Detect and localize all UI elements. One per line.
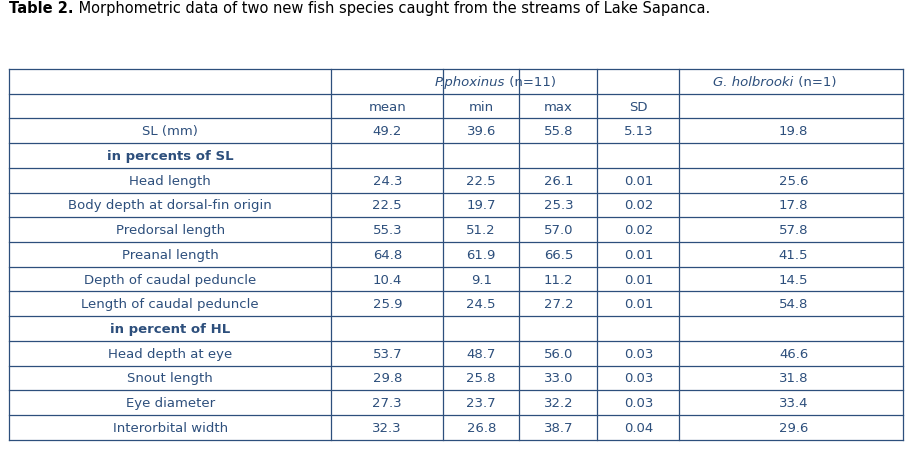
- Text: 64.8: 64.8: [372, 249, 402, 261]
- Text: SL (mm): SL (mm): [143, 125, 198, 138]
- Text: 0.04: 0.04: [624, 421, 653, 434]
- Text: 57.0: 57.0: [544, 224, 573, 237]
- Text: 10.4: 10.4: [372, 273, 402, 286]
- Text: 0.01: 0.01: [624, 273, 653, 286]
- Text: (n=1): (n=1): [794, 76, 836, 89]
- Text: max: max: [544, 101, 573, 113]
- Text: 32.2: 32.2: [544, 396, 573, 409]
- Text: 0.02: 0.02: [624, 224, 653, 237]
- Text: 19.7: 19.7: [467, 199, 496, 212]
- Text: Head length: Head length: [129, 175, 212, 187]
- Text: 51.2: 51.2: [467, 224, 496, 237]
- Text: 0.02: 0.02: [624, 199, 653, 212]
- Text: SD: SD: [629, 101, 647, 113]
- Text: min: min: [469, 101, 494, 113]
- Text: 11.2: 11.2: [544, 273, 573, 286]
- Text: 14.5: 14.5: [779, 273, 808, 286]
- Text: Morphometric data of two new fish species caught from the streams of Lake Sapanc: Morphometric data of two new fish specie…: [74, 1, 711, 16]
- Text: Interorbital width: Interorbital width: [113, 421, 228, 434]
- Text: 29.6: 29.6: [779, 421, 808, 434]
- Text: 53.7: 53.7: [372, 347, 402, 360]
- Text: 0.01: 0.01: [624, 298, 653, 311]
- Text: 5.13: 5.13: [624, 125, 653, 138]
- Text: 24.3: 24.3: [372, 175, 402, 187]
- Text: Table 2.: Table 2.: [9, 1, 74, 16]
- Text: G. holbrooki: G. holbrooki: [714, 76, 794, 89]
- Text: 55.3: 55.3: [372, 224, 402, 237]
- Text: 22.5: 22.5: [467, 175, 496, 187]
- Text: 33.4: 33.4: [779, 396, 808, 409]
- Text: 19.8: 19.8: [779, 125, 808, 138]
- Text: Body depth at dorsal-fin origin: Body depth at dorsal-fin origin: [68, 199, 272, 212]
- Text: 0.01: 0.01: [624, 249, 653, 261]
- Text: 55.8: 55.8: [544, 125, 573, 138]
- Text: in percents of SL: in percents of SL: [107, 150, 233, 163]
- Text: 24.5: 24.5: [467, 298, 496, 311]
- Text: 25.9: 25.9: [372, 298, 402, 311]
- Text: 39.6: 39.6: [467, 125, 496, 138]
- Text: 46.6: 46.6: [779, 347, 808, 360]
- Text: Eye diameter: Eye diameter: [125, 396, 215, 409]
- Text: (n=11): (n=11): [506, 76, 557, 89]
- Text: 54.8: 54.8: [779, 298, 808, 311]
- Text: in percent of HL: in percent of HL: [110, 322, 231, 335]
- Text: P.phoxinus: P.phoxinus: [435, 76, 506, 89]
- Text: Preanal length: Preanal length: [122, 249, 219, 261]
- Text: 0.03: 0.03: [624, 372, 653, 385]
- Text: 0.01: 0.01: [624, 175, 653, 187]
- Text: 49.2: 49.2: [372, 125, 402, 138]
- Text: 38.7: 38.7: [544, 421, 573, 434]
- Text: 26.8: 26.8: [467, 421, 496, 434]
- Text: Head depth at eye: Head depth at eye: [108, 347, 232, 360]
- Text: 48.7: 48.7: [467, 347, 496, 360]
- Text: mean: mean: [369, 101, 406, 113]
- Text: 17.8: 17.8: [779, 199, 808, 212]
- Text: 25.6: 25.6: [779, 175, 808, 187]
- Text: 26.1: 26.1: [544, 175, 573, 187]
- Text: 56.0: 56.0: [544, 347, 573, 360]
- Text: Length of caudal peduncle: Length of caudal peduncle: [82, 298, 259, 311]
- Text: 57.8: 57.8: [779, 224, 808, 237]
- Text: 9.1: 9.1: [470, 273, 492, 286]
- Text: Predorsal length: Predorsal length: [115, 224, 225, 237]
- Text: 29.8: 29.8: [372, 372, 402, 385]
- Text: 27.3: 27.3: [372, 396, 402, 409]
- Text: 32.3: 32.3: [372, 421, 402, 434]
- Text: 25.3: 25.3: [544, 199, 573, 212]
- Text: 31.8: 31.8: [779, 372, 808, 385]
- Text: 23.7: 23.7: [467, 396, 496, 409]
- Text: Depth of caudal peduncle: Depth of caudal peduncle: [84, 273, 256, 286]
- Text: 61.9: 61.9: [467, 249, 496, 261]
- Text: 25.8: 25.8: [467, 372, 496, 385]
- Text: 0.03: 0.03: [624, 396, 653, 409]
- Text: 22.5: 22.5: [372, 199, 402, 212]
- Text: 41.5: 41.5: [779, 249, 808, 261]
- Text: 27.2: 27.2: [544, 298, 573, 311]
- Text: 0.03: 0.03: [624, 347, 653, 360]
- Text: 66.5: 66.5: [544, 249, 573, 261]
- Text: 33.0: 33.0: [544, 372, 573, 385]
- Text: Snout length: Snout length: [127, 372, 213, 385]
